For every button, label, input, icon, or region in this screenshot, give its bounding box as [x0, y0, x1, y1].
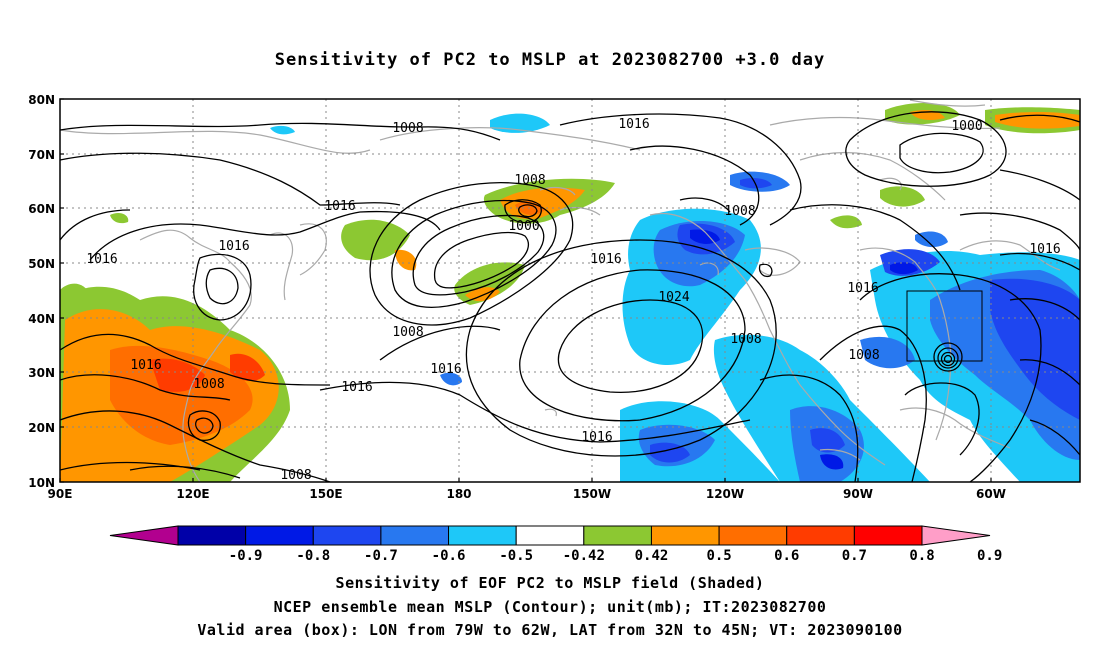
latitude-labels: 80N 70N 60N 50N 40N 30N 20N 10N: [28, 93, 55, 490]
colorbar-label: -0.5: [499, 548, 533, 564]
lon-label: 60W: [976, 487, 1006, 501]
contour-label: 1008: [280, 468, 311, 483]
contour-label: 1008: [730, 332, 761, 347]
colorbar-swatch: [515, 525, 585, 546]
contour-label: 1000: [951, 119, 982, 134]
colorbar-label: 0.42: [635, 548, 669, 564]
contour-label: 1016: [847, 281, 878, 296]
colorbar-label: -0.42: [563, 548, 605, 564]
contour-label: 1024: [658, 290, 689, 305]
plot-frame: [59, 98, 1081, 483]
lon-label: 150W: [573, 487, 611, 501]
lat-label: 50N: [28, 257, 55, 271]
colorbar-label: 0.6: [774, 548, 799, 564]
colorbar-swatch: [583, 525, 652, 546]
contour-label: 1016: [618, 117, 649, 132]
caption-line-3: Valid area (box): LON from 79W to 62W, L…: [197, 621, 903, 639]
contour-label: 1008: [848, 348, 879, 363]
colorbar-swatch: [718, 525, 788, 546]
contour-label: 1008: [514, 173, 545, 188]
lon-label: 90E: [48, 487, 73, 501]
colorbar-label: 0.8: [909, 548, 934, 564]
lon-label: 180: [446, 487, 471, 501]
valid-area-box: [906, 290, 983, 362]
lat-label: 70N: [28, 148, 55, 162]
lat-label: 40N: [28, 312, 55, 326]
contour-label: 1016: [341, 380, 372, 395]
colorbar-label: -0.8: [296, 548, 330, 564]
colorbar-min-arrow: [109, 525, 179, 546]
lon-label: 90W: [843, 487, 873, 501]
contour-label: 1016: [218, 239, 249, 254]
colorbar-swatch: [312, 525, 382, 546]
colorbar-label: -0.9: [229, 548, 263, 564]
mslp-contours: [60, 111, 1080, 482]
colorbar-max-arrow: [921, 525, 991, 546]
lat-label: 60N: [28, 202, 55, 216]
colorbar-swatch: [177, 525, 247, 546]
colorbar-label: -0.7: [364, 548, 398, 564]
colorbar-swatch: [786, 525, 855, 546]
contour-label: 1008: [193, 377, 224, 392]
caption-line-2: NCEP ensemble mean MSLP (Contour); unit(…: [273, 598, 827, 616]
sensitivity-shading: [60, 103, 1080, 482]
colorbar-swatch: [380, 525, 450, 546]
colorbar-swatch: [650, 525, 720, 546]
contour-label: 1000: [508, 219, 539, 234]
lat-label: 20N: [28, 421, 55, 435]
contour-label: 1008: [392, 121, 423, 136]
contour-label: 1016: [590, 252, 621, 267]
colorbar-label: -0.6: [432, 548, 466, 564]
longitude-labels: 90E 120E 150E 180 150W 120W 90W 60W: [48, 487, 1006, 501]
map-title: Sensitivity of PC2 to MSLP at 2023082700…: [274, 50, 826, 70]
lon-label: 120E: [176, 487, 209, 501]
contour-label: 1016: [430, 362, 461, 377]
lon-label: 150E: [309, 487, 342, 501]
colorbar-swatch: [448, 525, 517, 546]
colorbar-swatch: [853, 525, 923, 546]
lat-label: 10N: [28, 476, 55, 490]
contour-label: 1008: [392, 325, 423, 340]
contour-label: 1008: [724, 204, 755, 219]
contour-label: 1016: [581, 430, 612, 445]
contour-labels: 1008 1016 1008 1000 1016 1016 1008 1000 …: [86, 117, 1060, 483]
caption-line-1: Sensitivity of EOF PC2 to MSLP field (Sh…: [335, 574, 765, 592]
colorbar-swatch: [245, 525, 314, 546]
contour-label: 1016: [86, 252, 117, 267]
lat-label: 80N: [28, 93, 55, 107]
axis-ticks: [59, 98, 992, 483]
lat-label: 30N: [28, 366, 55, 380]
contour-label: 1016: [1029, 242, 1060, 257]
contour-label: 1016: [324, 199, 355, 214]
colorbar: -0.9 -0.8 -0.7 -0.6 -0.5 -0.42 0.42 0.5 0.6 0.7 0.…: [109, 525, 1002, 564]
colorbar-label: 0.9: [977, 548, 1002, 564]
lon-label: 120W: [706, 487, 744, 501]
colorbar-label: 0.7: [842, 548, 867, 564]
colorbar-label: 0.5: [706, 548, 731, 564]
contour-label: 1016: [130, 358, 161, 373]
